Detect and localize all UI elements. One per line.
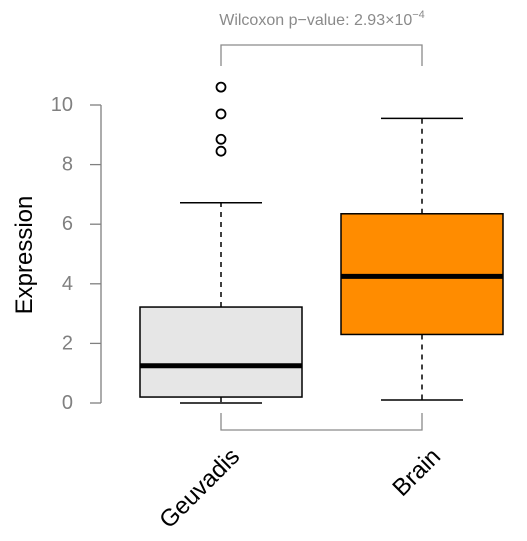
box-group-brain — [340, 117, 504, 401]
outlier-point — [215, 81, 227, 93]
annotation-times: × — [385, 12, 394, 29]
annotation-prefix: Wilcoxon p−value: 2.93 — [219, 12, 385, 29]
box-iqr — [139, 306, 303, 398]
y-tick-label: 8 — [62, 154, 73, 176]
comparison-brackets — [220, 44, 423, 431]
bottom-bracket — [220, 413, 423, 431]
y-tick-label: 10 — [51, 94, 73, 116]
x-category-label-geuvadis: Geuvadis — [154, 443, 245, 534]
outlier-point — [215, 133, 227, 145]
y-axis-label: Expression — [11, 196, 38, 315]
top-bracket — [220, 44, 423, 66]
p-value-annotation: Wilcoxon p−value: 2.93×10−4 — [219, 9, 425, 29]
x-category-label-brain: Brain — [387, 443, 446, 502]
outlier-point — [215, 145, 227, 157]
annotation-base: 10 — [394, 12, 412, 29]
y-tick-label: 2 — [62, 332, 73, 354]
boxes — [139, 81, 504, 404]
y-axis: 0 2 4 6 8 10 — [51, 94, 102, 414]
outlier-point — [215, 108, 227, 120]
y-tick-label: 6 — [62, 213, 73, 235]
box-group-geuvadis — [139, 81, 303, 404]
annotation-exponent: −4 — [412, 9, 425, 21]
x-axis-labels: Geuvadis Brain — [154, 443, 446, 534]
y-tick-label: 0 — [62, 392, 73, 414]
y-tick-label: 4 — [62, 273, 73, 295]
